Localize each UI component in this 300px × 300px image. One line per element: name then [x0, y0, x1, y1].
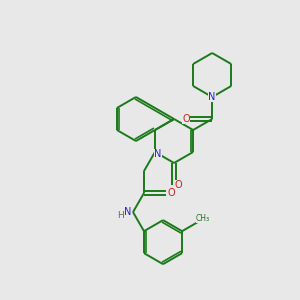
Text: H: H: [118, 211, 124, 220]
Text: O: O: [182, 114, 190, 124]
Text: N: N: [154, 149, 162, 159]
Text: N: N: [208, 92, 216, 102]
Text: O: O: [174, 180, 182, 190]
Text: N: N: [124, 207, 132, 217]
Text: CH₃: CH₃: [196, 214, 210, 223]
Text: O: O: [167, 188, 175, 198]
